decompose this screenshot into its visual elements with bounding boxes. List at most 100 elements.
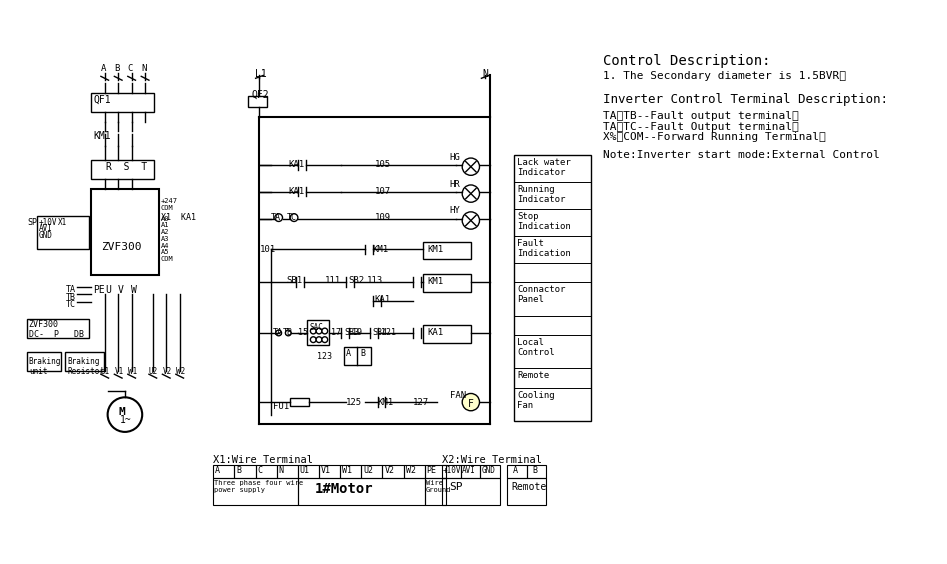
Bar (442, 465, 461, 478)
Text: KA1: KA1 (288, 160, 304, 169)
Text: Lack water
Indicator: Lack water Indicator (517, 158, 571, 178)
Circle shape (275, 214, 282, 222)
Text: W1: W1 (128, 367, 137, 376)
Bar (340, 465, 362, 478)
Text: power supply: power supply (214, 487, 265, 493)
Text: 17: 17 (331, 328, 341, 337)
Bar (344, 347, 371, 365)
Text: Control Description:: Control Description: (603, 54, 771, 68)
Text: QF2: QF2 (252, 90, 269, 100)
Text: X1  KA1: X1 KA1 (161, 213, 196, 222)
Text: Braking
unit: Braking unit (28, 357, 62, 376)
Bar (213, 478, 298, 505)
Text: 111: 111 (325, 276, 341, 285)
Text: X1: X1 (58, 218, 67, 227)
Text: SB1: SB1 (286, 276, 302, 285)
Bar (319, 465, 340, 478)
Text: ZVF300: ZVF300 (101, 241, 141, 252)
Text: SP: SP (27, 218, 37, 227)
Text: KM1: KM1 (428, 277, 444, 286)
Bar (425, 465, 446, 478)
Bar (527, 465, 545, 478)
Bar (514, 155, 591, 421)
Bar (422, 274, 471, 292)
Circle shape (316, 337, 322, 342)
Bar (308, 320, 329, 345)
Text: GND: GND (39, 231, 52, 240)
Text: N: N (278, 466, 284, 475)
Text: L1: L1 (255, 69, 266, 78)
Text: 121: 121 (382, 328, 397, 337)
Text: COM: COM (160, 205, 173, 211)
Text: FU1: FU1 (273, 402, 289, 411)
Text: COM: COM (160, 256, 173, 262)
Bar (298, 478, 425, 505)
Bar (298, 465, 319, 478)
Bar (422, 325, 471, 342)
Circle shape (462, 394, 479, 411)
Text: X%、COM--Forward Running Terminal。: X%、COM--Forward Running Terminal。 (603, 132, 826, 142)
Text: TB: TB (65, 293, 76, 302)
Text: A: A (101, 64, 106, 73)
Text: U2: U2 (149, 367, 158, 376)
Text: Remote: Remote (511, 482, 546, 492)
Text: 101: 101 (259, 245, 276, 254)
Text: SP: SP (450, 482, 463, 492)
Text: PE: PE (93, 285, 105, 295)
Bar (290, 398, 310, 406)
Text: DC-  P   DB: DC- P DB (28, 330, 84, 339)
Text: B: B (115, 64, 119, 73)
Text: B: B (532, 466, 537, 475)
Text: A: A (346, 349, 351, 358)
Text: Note:Inverter start mode:External Control: Note:Inverter start mode:External Contro… (603, 151, 880, 160)
Circle shape (290, 214, 298, 222)
Text: Inverter Control Terminal Description:: Inverter Control Terminal Description: (603, 92, 888, 105)
Text: AVI: AVI (462, 466, 476, 475)
Text: KA1: KA1 (428, 328, 444, 337)
Text: Ground: Ground (426, 487, 451, 493)
Text: U1: U1 (101, 367, 110, 376)
Circle shape (285, 330, 291, 336)
Text: KA1: KA1 (288, 187, 304, 196)
Bar (91, 189, 158, 275)
Text: 113: 113 (367, 276, 384, 285)
Text: V2: V2 (384, 466, 394, 475)
Bar (65, 352, 104, 371)
Text: U2: U2 (364, 466, 373, 475)
Text: N: N (141, 64, 147, 73)
Bar (383, 465, 403, 478)
Bar (362, 465, 383, 478)
Bar (461, 465, 480, 478)
Text: +10V: +10V (443, 466, 461, 475)
Text: A: A (215, 466, 221, 475)
Text: W1: W1 (342, 466, 352, 475)
Text: ZVF300: ZVF300 (28, 320, 59, 329)
Text: B: B (361, 349, 366, 358)
Text: X1:Wire Terminal: X1:Wire Terminal (213, 455, 313, 465)
Text: GND: GND (481, 466, 495, 475)
Bar (213, 465, 235, 478)
Text: B: B (237, 466, 241, 475)
Text: Remote: Remote (517, 371, 549, 380)
Text: A1: A1 (160, 222, 169, 228)
Bar (91, 160, 153, 179)
Text: W2: W2 (176, 367, 185, 376)
Text: A: A (513, 466, 518, 475)
Text: F: F (468, 399, 474, 409)
Text: U1: U1 (300, 466, 310, 475)
Text: M: M (118, 407, 125, 417)
Text: SB4: SB4 (373, 328, 388, 337)
Text: A0: A0 (160, 215, 169, 222)
Circle shape (316, 328, 322, 334)
Bar (508, 465, 527, 478)
Bar (422, 241, 471, 259)
Text: TA: TA (65, 285, 76, 294)
Text: 123: 123 (317, 352, 332, 361)
Bar (235, 465, 256, 478)
Text: TA、TC--Fault Output terminal。: TA、TC--Fault Output terminal。 (603, 121, 799, 131)
Text: KM1: KM1 (378, 398, 394, 407)
Text: KM1: KM1 (372, 245, 388, 254)
Bar (256, 465, 277, 478)
Text: A4: A4 (160, 243, 169, 249)
Text: Wire: Wire (426, 480, 442, 486)
